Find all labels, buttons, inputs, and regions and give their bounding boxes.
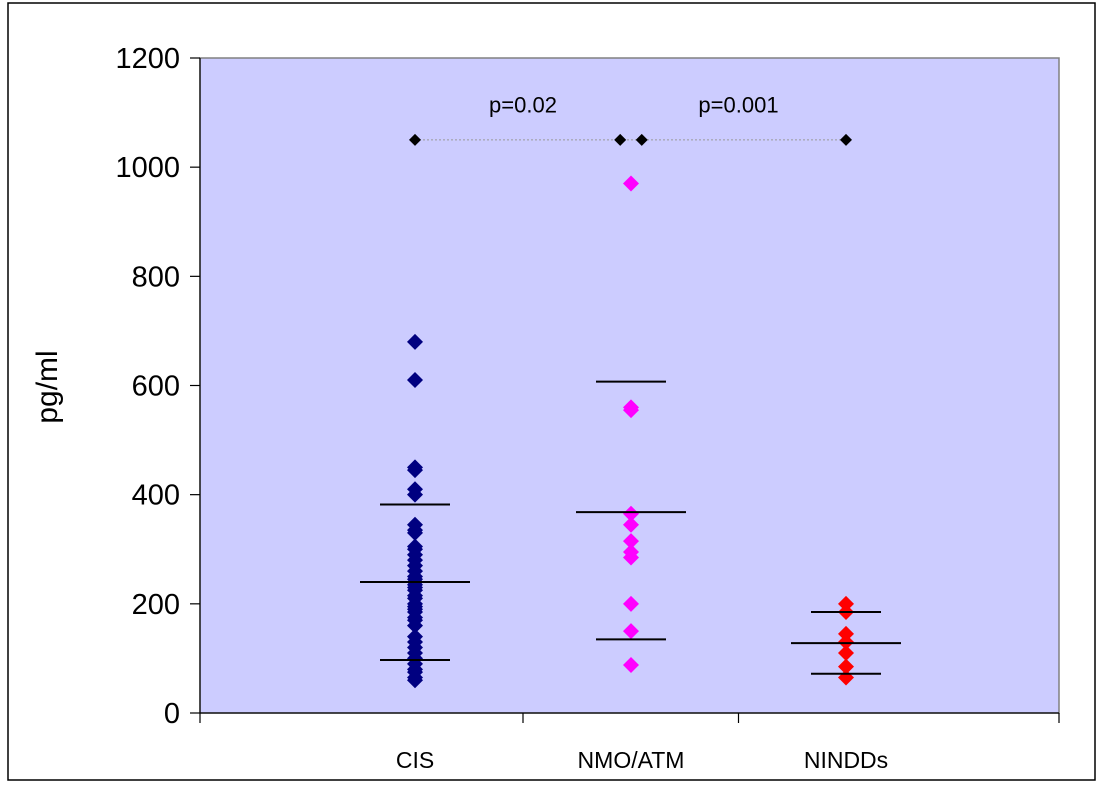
data-point — [838, 634, 854, 651]
data-point — [407, 486, 423, 503]
data-point — [838, 644, 854, 661]
x-tick-label: CIS — [396, 747, 434, 773]
data-point — [407, 672, 423, 689]
data-point — [623, 505, 639, 522]
significance-marker — [409, 133, 421, 146]
y-tick-label: 400 — [132, 480, 180, 512]
data-point — [623, 623, 639, 640]
data-point — [623, 402, 639, 419]
p-value-label: p=0.001 — [698, 92, 778, 117]
plot-area — [199, 57, 1060, 714]
data-point — [838, 658, 854, 675]
data-point — [407, 462, 423, 479]
y-axis-label: pg/ml — [31, 350, 64, 423]
data-point — [623, 549, 639, 566]
data-point — [623, 533, 639, 550]
data-point — [623, 175, 639, 192]
y-tick-label: 200 — [132, 589, 180, 621]
x-tick-label: NINDDs — [804, 747, 888, 773]
significance-layer: p=0.02 p=0.001 — [409, 92, 852, 146]
y-tick-label: 600 — [132, 371, 180, 403]
y-tick-label: 0 — [164, 698, 180, 730]
stat-lines-layer — [360, 380, 901, 675]
p-value-label: p=0.02 — [489, 92, 557, 117]
points-layer — [407, 175, 854, 689]
x-tick-label: NMO/ATM — [578, 747, 685, 773]
y-tick-label: 1200 — [115, 43, 180, 75]
data-point — [407, 333, 423, 350]
data-point — [407, 617, 423, 634]
data-point — [623, 656, 639, 673]
significance-marker — [635, 133, 648, 146]
data-point — [407, 372, 423, 389]
data-point — [838, 595, 854, 612]
data-point — [838, 625, 854, 642]
y-tick-label: 1000 — [115, 152, 180, 184]
data-point — [623, 595, 639, 612]
significance-marker — [840, 133, 852, 146]
data-point — [623, 516, 639, 533]
data-point — [407, 524, 423, 541]
significance-marker — [614, 133, 627, 146]
axes-layer: 0 200 400 600 800 1000 1200 CIS NMO/ATM NINDDs — [115, 43, 1060, 773]
y-tick-label: 800 — [132, 261, 180, 293]
